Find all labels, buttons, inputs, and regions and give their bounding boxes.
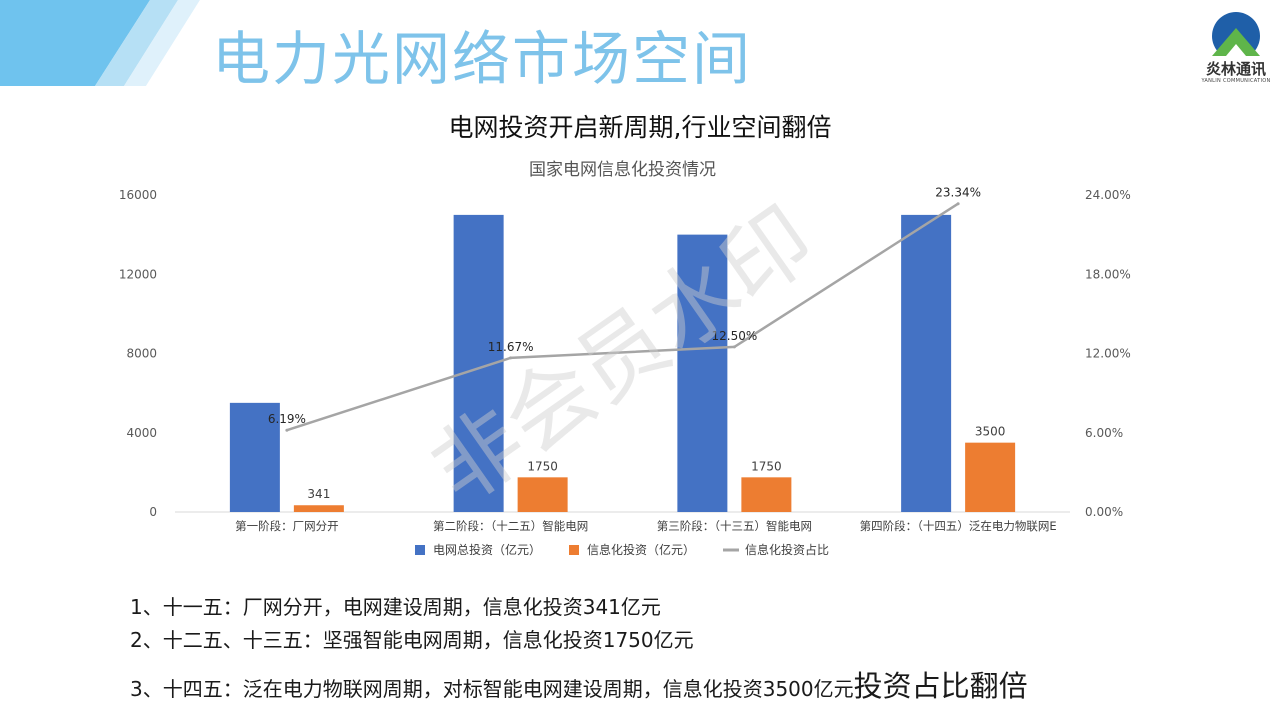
note-line-3-text: 3、十四五：泛在电力物联网周期，对标智能电网建设周期，信息化投资3500亿元: [130, 677, 854, 701]
bar-data-label: 1750: [527, 459, 558, 473]
y-tick-label: 4000: [126, 426, 157, 440]
line-data-label: 11.67%: [488, 340, 534, 354]
y-tick-label: 16000: [119, 188, 157, 202]
chart-subtitle: 国家电网信息化投资情况: [529, 160, 716, 180]
y2-tick-label: 0.00%: [1085, 505, 1123, 519]
chart: 0 4000 8000 12000 16000 0.00% 6.00% 12.00% 18.00…: [119, 186, 1131, 557]
y2-tick-label: 24.00%: [1085, 188, 1131, 202]
y2-tick-label: 18.00%: [1085, 267, 1131, 281]
x-tick-label: 第一阶段：厂网分开: [235, 519, 339, 533]
bar-info-0: [293, 505, 344, 512]
bar-info-3: [965, 442, 1016, 512]
y-tick-label: 12000: [119, 267, 157, 281]
line-point-0: [285, 428, 289, 432]
note-line-3-emphasis: 投资占比翻倍: [853, 669, 1028, 703]
y2-tick-label: 12.00%: [1085, 347, 1131, 361]
y-tick-label: 0: [149, 505, 157, 519]
line-data-label: 23.34%: [935, 186, 981, 200]
bar-data-label: 3500: [975, 425, 1006, 439]
y2-tick-label: 6.00%: [1085, 426, 1123, 440]
bar-total-3: [901, 214, 952, 512]
line-point-3: [956, 202, 960, 206]
note-line-1: 1、十一五：厂网分开，电网建设周期，信息化投资341亿元: [130, 595, 661, 619]
logo-subtext: YANLIN COMMUNICATION: [1201, 78, 1271, 84]
x-tick-label: 第二阶段：（十二五）智能电网: [433, 519, 588, 533]
bar-data-label: 341: [307, 487, 330, 501]
note-line-2: 2、十二五、十三五：坚强智能电网周期，信息化投资1750亿元: [130, 628, 694, 652]
bar-info-1: [517, 477, 568, 512]
company-logo-icon: [1208, 12, 1264, 62]
line-ratio-series: [286, 202, 959, 432]
x-tick-label: 第四阶段：（十四五）泛在电力物联网E: [860, 519, 1057, 533]
bar-total-0: [229, 402, 280, 512]
legend-swatch-0: [415, 545, 425, 555]
legend-swatch-1: [569, 545, 579, 555]
page-title: 电力光网络市场空间: [212, 25, 753, 93]
legend-label-1: 信息化投资（亿元）: [587, 542, 695, 557]
logo-text: 炎林通讯: [1205, 60, 1266, 78]
legend-label-0: 电网总投资（亿元）: [433, 542, 541, 557]
x-tick-label: 第三阶段：（十三五）智能电网: [657, 519, 812, 533]
chart-title: 电网投资开启新周期,行业空间翻倍: [448, 113, 832, 142]
line-point-2: [732, 345, 736, 349]
bar-info-2: [741, 477, 792, 512]
bar-total-2: [677, 234, 728, 512]
line-point-1: [509, 356, 513, 360]
y-tick-label: 8000: [126, 347, 157, 361]
bar-data-label: 1750: [751, 459, 782, 473]
legend-label-2: 信息化投资占比: [745, 542, 829, 557]
note-line-3: 3、十四五：泛在电力物联网周期，对标智能电网建设周期，信息化投资3500亿元投资…: [130, 663, 1028, 705]
line-data-label: 6.19%: [268, 412, 306, 426]
header-band: [0, 0, 1280, 86]
line-data-label: 12.50%: [711, 329, 757, 343]
